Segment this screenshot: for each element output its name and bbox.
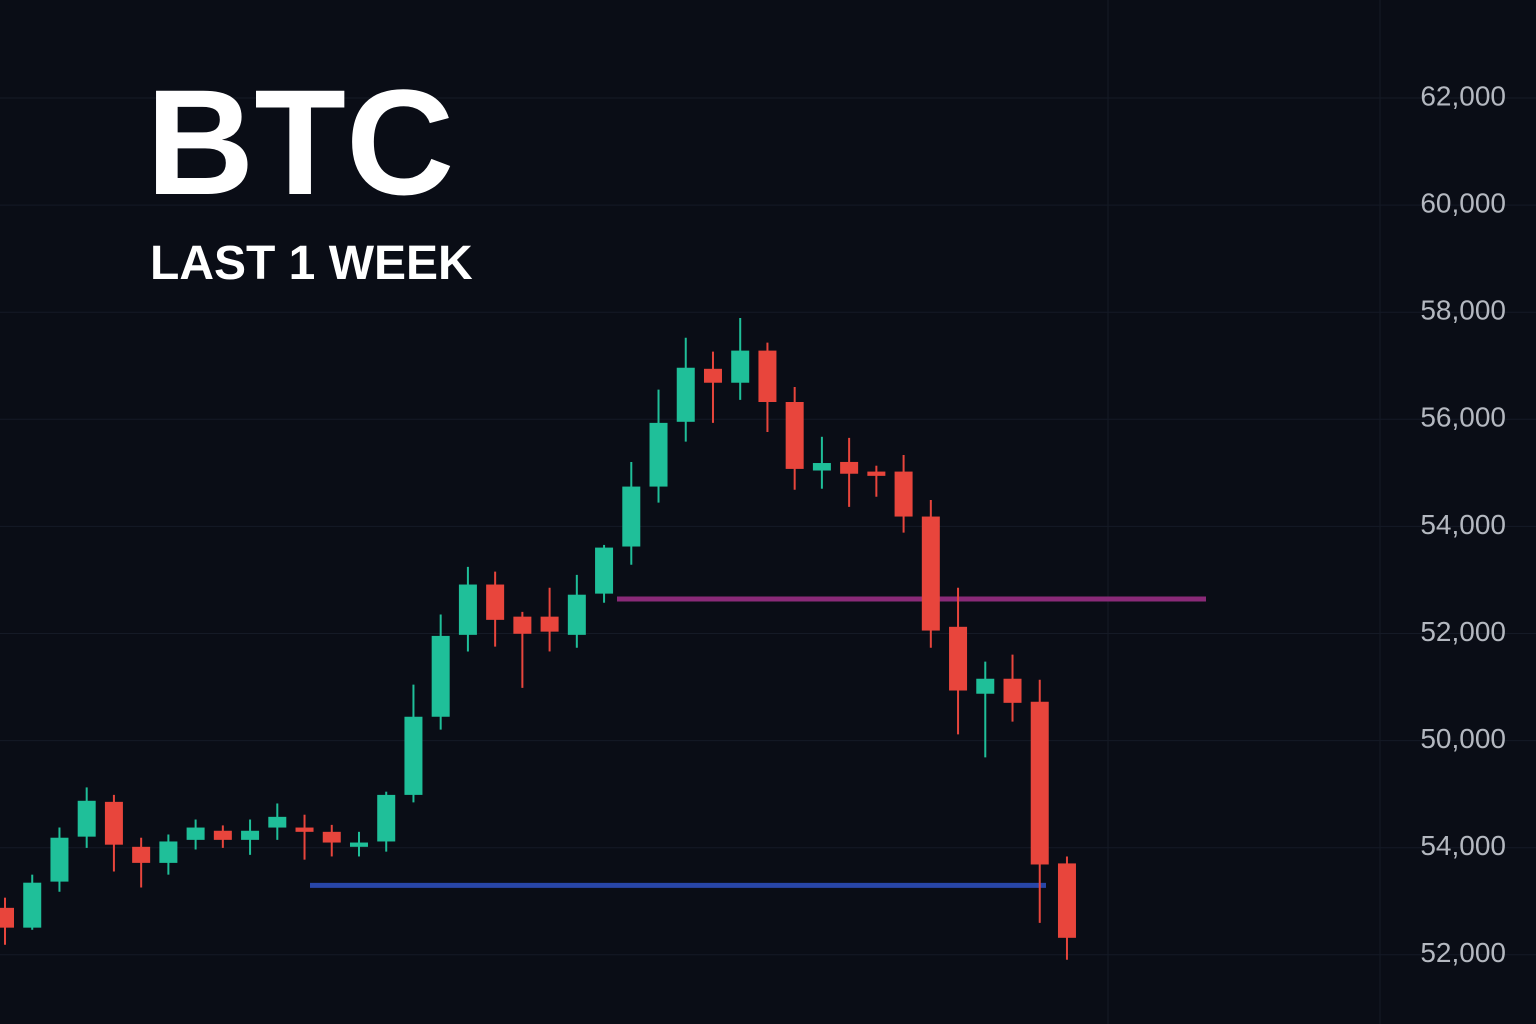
candle-body (104, 801, 123, 845)
candle-body (458, 584, 477, 635)
candle-body (921, 516, 940, 631)
candle-body (349, 842, 368, 847)
grid (0, 97, 1536, 956)
candle-body (377, 794, 396, 842)
candle-body (785, 401, 804, 469)
y-tick-label: 54,000 (1420, 830, 1506, 861)
candle-body (159, 841, 178, 863)
candle-body (186, 827, 205, 840)
chart-subtitle: LAST 1 WEEK (150, 237, 473, 290)
candle-body (1057, 863, 1076, 938)
y-tick-label: 52,000 (1420, 616, 1506, 647)
candle-body (731, 350, 750, 383)
candle-body (949, 626, 968, 691)
candle-body (703, 368, 722, 383)
candle-body (404, 716, 423, 795)
candle-body (50, 837, 69, 882)
candle-body (268, 816, 287, 828)
candle-body (513, 616, 532, 634)
y-tick-label: 52,000 (1420, 937, 1506, 968)
candle-body (77, 800, 96, 837)
candle-body (676, 367, 695, 422)
y-tick-label: 50,000 (1420, 723, 1506, 754)
y-tick-label: 62,000 (1420, 80, 1506, 111)
candle-body (622, 486, 641, 547)
candle-body (867, 471, 886, 476)
candle-body (812, 463, 831, 471)
candle-body (567, 594, 586, 635)
candle-body (132, 846, 151, 863)
y-tick-label: 58,000 (1420, 295, 1506, 326)
candle-body (758, 350, 777, 402)
candle-body (0, 907, 14, 928)
candle-body (840, 461, 859, 474)
chart-title: BTC (146, 58, 454, 226)
candle-body (976, 678, 995, 694)
candle-body (649, 422, 668, 487)
y-axis: 62,000 60,000 58,000 56,000 54,000 52,000 50,0… (1420, 80, 1506, 968)
candle-body (213, 830, 232, 840)
candle-body (595, 547, 614, 594)
candle-body (23, 882, 42, 928)
candle-body (431, 635, 450, 717)
candle-body (295, 827, 314, 832)
candle-body (894, 471, 913, 517)
candle-body (540, 616, 559, 632)
candle-body (486, 584, 505, 620)
levels (310, 596, 1206, 888)
candle-body (1030, 701, 1049, 865)
candles (0, 317, 1076, 960)
candle-body (241, 830, 260, 840)
candle-body (322, 831, 341, 843)
candle-body (1003, 678, 1022, 703)
y-tick-label: 54,000 (1420, 509, 1506, 540)
y-tick-label: 60,000 (1420, 187, 1506, 218)
y-tick-label: 56,000 (1420, 402, 1506, 433)
